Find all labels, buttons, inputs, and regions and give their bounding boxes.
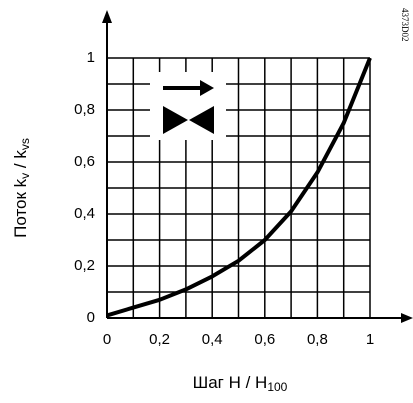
x-tick-label: 1 bbox=[366, 331, 374, 348]
y-tick-label: 0,8 bbox=[74, 101, 95, 118]
y-tick-label: 0,4 bbox=[74, 205, 95, 222]
x-label-sub: 100 bbox=[267, 380, 287, 394]
y-label-sub: vs bbox=[18, 138, 32, 150]
y-label-sub: v bbox=[18, 173, 32, 179]
y-tick-label: 1 bbox=[87, 49, 95, 66]
y-tick-label: 0,2 bbox=[74, 257, 95, 274]
y-label-main: / k bbox=[11, 150, 30, 173]
axes bbox=[102, 10, 413, 323]
x-tick-label: 0,8 bbox=[307, 331, 328, 348]
icon-background bbox=[150, 72, 226, 140]
y-axis-label: Поток kv / kvs bbox=[11, 138, 32, 238]
valve-icon bbox=[163, 80, 214, 134]
y-tick-label: 0,6 bbox=[74, 153, 95, 170]
x-label-main: Шаг H / H bbox=[193, 373, 268, 392]
x-tick-label: 0 bbox=[103, 331, 111, 348]
curve bbox=[106, 57, 372, 318]
x-tick-label: 0,6 bbox=[254, 331, 275, 348]
x-tick-label: 0,2 bbox=[149, 331, 170, 348]
y-label-main: Поток k bbox=[11, 178, 30, 238]
figure-code: 4373D02 bbox=[400, 8, 410, 42]
grid bbox=[106, 57, 371, 319]
x-axis-label: Шаг H / H100 bbox=[193, 373, 288, 394]
x-tick-label: 0,4 bbox=[202, 331, 223, 348]
y-tick-label: 0 bbox=[87, 309, 95, 326]
